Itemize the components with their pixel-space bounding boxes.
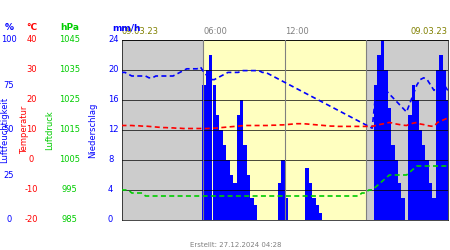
Bar — [202, 85, 206, 220]
Bar — [305, 168, 309, 220]
Text: 985: 985 — [62, 216, 78, 224]
Bar — [439, 55, 443, 220]
Text: 06:00: 06:00 — [203, 28, 227, 36]
Bar — [408, 115, 412, 220]
Bar — [384, 70, 387, 220]
Bar — [226, 160, 230, 220]
Text: Luftdruck: Luftdruck — [45, 110, 54, 150]
Text: %: % — [4, 24, 13, 32]
Bar — [216, 115, 219, 220]
Bar — [443, 70, 446, 220]
Text: 1015: 1015 — [59, 126, 80, 134]
Bar — [212, 85, 216, 220]
Bar — [237, 115, 240, 220]
Bar — [374, 85, 378, 220]
Text: hPa: hPa — [60, 24, 79, 32]
Text: 1035: 1035 — [59, 66, 80, 74]
Bar — [122, 40, 203, 220]
Bar — [250, 198, 254, 220]
Bar — [436, 70, 439, 220]
Bar — [312, 198, 315, 220]
Bar — [206, 70, 209, 220]
Bar — [412, 85, 415, 220]
Bar — [209, 55, 212, 220]
Text: 24: 24 — [108, 36, 118, 44]
Text: 25: 25 — [4, 170, 14, 179]
Bar — [285, 198, 288, 220]
Bar — [378, 55, 381, 220]
Text: 1005: 1005 — [59, 156, 80, 164]
Bar — [415, 100, 418, 220]
Text: °C: °C — [26, 24, 37, 32]
Bar — [319, 212, 322, 220]
Text: 09.03.23: 09.03.23 — [411, 28, 448, 36]
Bar — [398, 182, 401, 220]
Bar — [240, 100, 243, 220]
Text: 8: 8 — [108, 156, 113, 164]
Bar — [381, 32, 384, 220]
Text: mm/h: mm/h — [112, 24, 141, 32]
Text: 40: 40 — [26, 36, 37, 44]
Text: 20: 20 — [108, 66, 118, 74]
Text: 0: 0 — [108, 216, 113, 224]
Text: 16: 16 — [108, 96, 119, 104]
Bar — [429, 182, 432, 220]
Text: 09.03.23: 09.03.23 — [122, 28, 158, 36]
Text: Erstellt: 27.12.2024 04:28: Erstellt: 27.12.2024 04:28 — [190, 242, 281, 248]
Text: 995: 995 — [62, 186, 77, 194]
Bar — [446, 100, 450, 220]
Text: 100: 100 — [1, 36, 17, 44]
Text: Niederschlag: Niederschlag — [88, 102, 97, 158]
Bar — [366, 40, 448, 220]
Text: 1045: 1045 — [59, 36, 80, 44]
Text: 10: 10 — [26, 126, 37, 134]
Bar — [387, 108, 391, 220]
Text: -20: -20 — [25, 216, 38, 224]
Text: -10: -10 — [25, 186, 38, 194]
Text: 12: 12 — [108, 126, 118, 134]
Bar — [422, 145, 425, 220]
Bar — [418, 130, 422, 220]
Bar — [401, 198, 405, 220]
Bar — [432, 198, 436, 220]
Bar — [425, 160, 429, 220]
Bar — [223, 145, 226, 220]
Text: 30: 30 — [26, 66, 37, 74]
Bar — [220, 130, 223, 220]
Bar — [315, 205, 319, 220]
Bar — [309, 182, 312, 220]
Text: 12:00: 12:00 — [284, 28, 308, 36]
Text: 0: 0 — [29, 156, 34, 164]
Bar — [395, 160, 398, 220]
Text: 75: 75 — [4, 80, 14, 90]
Text: 20: 20 — [26, 96, 37, 104]
Text: 1025: 1025 — [59, 96, 80, 104]
Text: 4: 4 — [108, 186, 113, 194]
Text: Luftfeuchtigkeit: Luftfeuchtigkeit — [0, 97, 9, 163]
Text: 50: 50 — [4, 126, 14, 134]
Bar — [243, 145, 247, 220]
Text: Temperatur: Temperatur — [20, 106, 29, 154]
Text: 0: 0 — [6, 216, 12, 224]
Bar — [254, 205, 257, 220]
Bar — [247, 175, 250, 220]
Bar — [281, 160, 284, 220]
Bar — [233, 182, 237, 220]
Bar — [391, 145, 395, 220]
Bar — [278, 182, 281, 220]
Bar — [203, 40, 366, 220]
Bar — [230, 175, 233, 220]
